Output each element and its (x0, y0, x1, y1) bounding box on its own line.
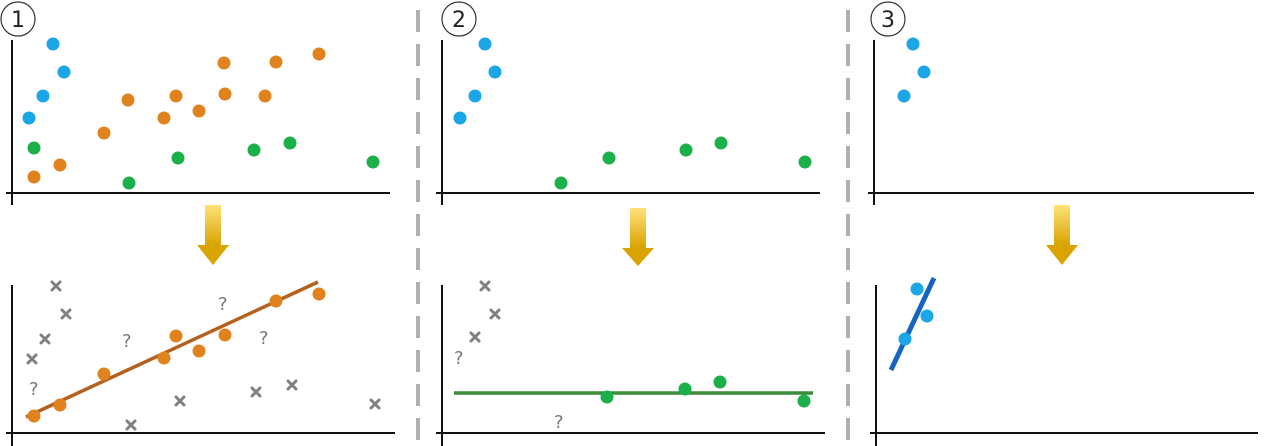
green-point (798, 155, 812, 169)
step-label-3: 3 (870, 1, 906, 37)
blue-inlier (910, 282, 924, 296)
panel-1-bottom: ? ? ? ? (25, 280, 381, 431)
blue-inlier (920, 309, 934, 323)
axes-panel-2-bottom (436, 285, 825, 446)
blue-point (36, 89, 50, 103)
green-point (247, 143, 261, 157)
panel-2-bottom: ? ? (454, 280, 813, 433)
orange-point (269, 55, 283, 69)
orange-point (121, 93, 135, 107)
orange-inlier (27, 409, 41, 423)
unknown-mark: ? (454, 348, 464, 369)
down-arrow-3 (1046, 205, 1078, 265)
orange-point (97, 126, 111, 140)
blue-point (22, 111, 36, 125)
green-point (27, 141, 41, 155)
unknown-mark: ? (259, 328, 269, 349)
axes-panel-1-top (6, 40, 390, 205)
green-point (714, 136, 728, 150)
outlier-x-mark (174, 395, 186, 407)
step-number-3: 3 (881, 8, 895, 33)
orange-point (192, 104, 206, 118)
blue-point (906, 37, 920, 51)
step-label-2: 2 (441, 1, 477, 37)
orange-inlier (192, 344, 206, 358)
orange-inlier (269, 294, 283, 308)
orange-inlier (218, 328, 232, 342)
blue-point (468, 89, 482, 103)
outlier-marks (469, 280, 501, 343)
outlier-x-mark (469, 331, 481, 343)
unknown-mark: ? (29, 379, 39, 400)
panel-1-top-points (22, 37, 380, 190)
axes-panel-2-top (436, 40, 820, 205)
green-inlier (600, 390, 614, 404)
panel-3-top-points (897, 37, 931, 103)
blue-point (478, 37, 492, 51)
axes-panel-3-top (868, 40, 1254, 205)
blue-point (488, 65, 502, 79)
blue-point (46, 37, 60, 51)
green-point (366, 155, 380, 169)
outlier-x-mark (479, 280, 491, 292)
orange-point (157, 111, 171, 125)
blue-point (453, 111, 467, 125)
outlier-x-mark (286, 379, 298, 391)
down-arrow-2 (622, 208, 654, 266)
green-point (554, 176, 568, 190)
down-arrow-1 (197, 205, 229, 265)
green-point (679, 143, 693, 157)
outlier-x-mark (250, 386, 262, 398)
green-inlier (713, 375, 727, 389)
outlier-x-mark (50, 280, 62, 292)
orange-point (312, 47, 326, 61)
green-point (171, 151, 185, 165)
outlier-x-mark (60, 308, 72, 320)
green-point (602, 151, 616, 165)
step-label-1: 1 (0, 1, 36, 37)
outlier-x-mark (369, 398, 381, 410)
step-number-1: 1 (11, 8, 25, 33)
outlier-marks (26, 280, 381, 431)
orange-inlier (53, 398, 67, 412)
green-inlier (797, 394, 811, 408)
orange-inlier (157, 351, 171, 365)
green-inlier (678, 382, 692, 396)
blue-point (57, 65, 71, 79)
unknown-mark: ? (122, 331, 132, 352)
panel-3-bottom (888, 276, 937, 372)
outlier-x-mark (125, 419, 137, 431)
orange-inlier (97, 367, 111, 381)
orange-point (53, 158, 67, 172)
orange-point (218, 87, 232, 101)
outlier-x-mark (26, 353, 38, 365)
orange-point (217, 56, 231, 70)
orange-point (27, 170, 41, 184)
blue-inlier (898, 332, 912, 346)
blue-fit-line (888, 276, 937, 372)
outlier-x-mark (489, 308, 501, 320)
orange-point (258, 89, 272, 103)
step-number-2: 2 (452, 8, 466, 33)
orange-inlier (169, 329, 183, 343)
unknown-mark: ? (218, 294, 228, 315)
green-point (122, 176, 136, 190)
green-point (283, 136, 297, 150)
orange-fit-line (25, 280, 319, 419)
blue-point (897, 89, 911, 103)
axes-panel-1-bottom (6, 285, 395, 446)
orange-point (169, 89, 183, 103)
axes-panel-3-bottom (870, 285, 1258, 446)
outlier-x-mark (39, 333, 51, 345)
panel-2-top-points (453, 37, 812, 190)
blue-point (917, 65, 931, 79)
orange-inlier (312, 287, 326, 301)
unknown-mark: ? (554, 412, 564, 433)
